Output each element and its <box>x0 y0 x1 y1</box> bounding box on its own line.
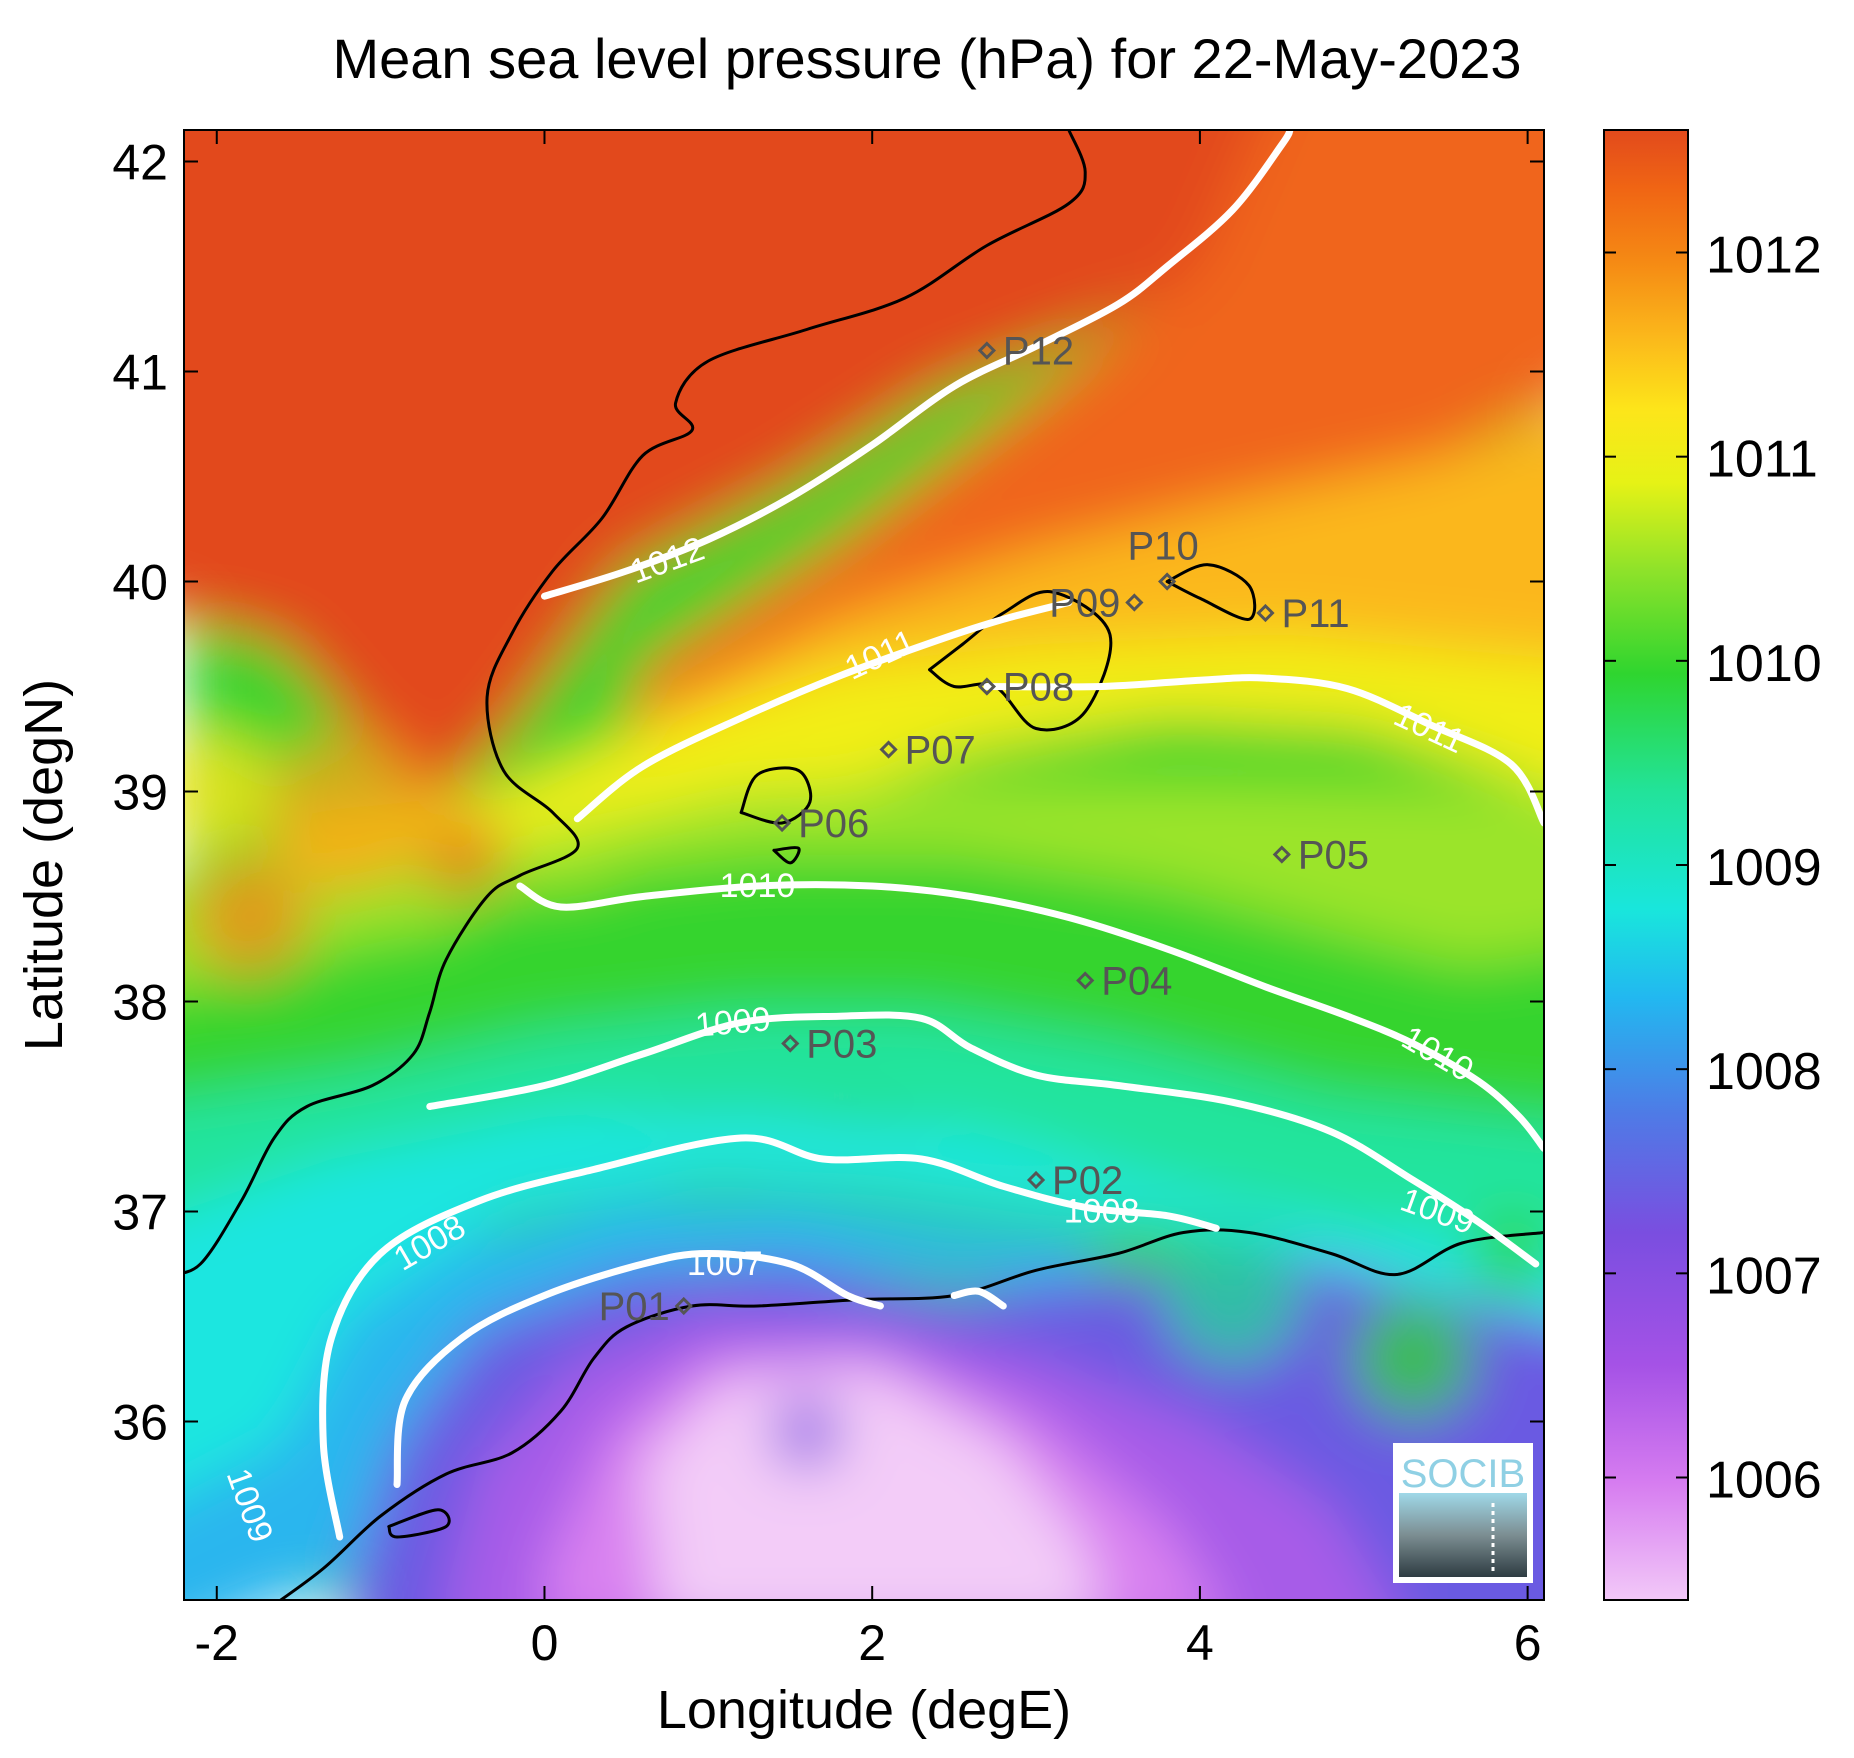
station-marker <box>879 740 898 759</box>
pressure-blotch <box>184 731 277 852</box>
coast-alboran <box>387 1508 451 1539</box>
station-marker <box>1125 593 1144 612</box>
pressure-blotch <box>1162 1225 1303 1366</box>
contour-1007 <box>950 1287 1007 1310</box>
axes: -2 0 2 4 6 36 37 38 39 40 41 42 Longitude (degE) Lati… <box>14 130 1544 1740</box>
station-marker <box>1272 845 1291 864</box>
x-tick-label: 2 <box>858 1615 886 1671</box>
contour-1012 <box>541 130 1294 600</box>
colorbar-gradient <box>1603 129 1689 1601</box>
y-tick-label: 39 <box>112 765 168 821</box>
pressure-band <box>184 781 1544 1044</box>
x-tick-label: 6 <box>1514 1615 1542 1671</box>
x-tick-label: -2 <box>195 1615 239 1671</box>
colorbar-tick-label: 1011 <box>1706 431 1818 489</box>
station-label: P12 <box>1003 330 1074 374</box>
station-label: P07 <box>905 729 976 773</box>
contour-label: 1010 <box>720 867 796 905</box>
colorbar-tick-label: 1012 <box>1706 227 1822 285</box>
station-marker <box>977 677 997 696</box>
station-marker <box>977 341 997 360</box>
coast-north-africa <box>278 1228 1544 1600</box>
pressure-blotch <box>422 814 503 895</box>
station-marker <box>1026 1170 1046 1190</box>
station-marker <box>1256 603 1275 623</box>
contour-label: 1007 <box>687 1245 763 1283</box>
contour-1011 <box>983 674 1544 827</box>
contour-1011 <box>573 599 1073 823</box>
contour-1010 <box>516 881 1544 1152</box>
station-marker <box>781 1034 800 1053</box>
station-label: P09 <box>1049 582 1120 626</box>
y-tick-label: 40 <box>112 555 168 611</box>
station-label: P04 <box>1101 960 1172 1004</box>
station-label: P11 <box>1281 592 1349 636</box>
station-marker <box>1076 971 1095 990</box>
y-tick-label: 38 <box>112 975 168 1031</box>
pressure-band <box>184 875 1544 1137</box>
y-tick-label: 36 <box>112 1395 168 1451</box>
colorbar-tick-label: 1010 <box>1706 635 1822 693</box>
station-marker <box>772 813 792 833</box>
station-label: P10 <box>1128 525 1199 569</box>
station-label: P03 <box>806 1023 877 1067</box>
coast-ibiza <box>739 766 813 825</box>
x-tick-label: 4 <box>1186 1615 1214 1671</box>
contour-label: 1009 <box>694 1000 773 1044</box>
pressure-blotch <box>267 732 428 893</box>
colorbar: 1006 1007 1008 1009 1010 1011 1012 <box>1603 129 1822 1601</box>
pressure-blotch <box>771 1397 842 1467</box>
logo-sea <box>1399 1493 1527 1577</box>
pressure-blotch <box>1352 1298 1473 1419</box>
station-label: P05 <box>1298 834 1369 878</box>
pressure-band <box>184 1201 1118 1600</box>
colorbar-tick-label: 1008 <box>1706 1043 1822 1101</box>
y-tick-label: 41 <box>112 345 168 401</box>
coast-formentera <box>772 846 801 865</box>
chart-title: Mean sea level pressure (hPa) for 22-May… <box>332 27 1522 90</box>
pressure-band <box>642 1369 1096 1600</box>
plot-frame <box>183 129 1545 1601</box>
contour-label: 1008 <box>1064 1193 1140 1231</box>
colorbar-tick-label: 1009 <box>1706 839 1822 897</box>
coast-iberia <box>184 130 1087 1275</box>
socib-logo: SOCIB <box>1393 1443 1533 1583</box>
colorbar-tick-label: 1006 <box>1706 1452 1822 1510</box>
pressure-band <box>184 1106 1544 1493</box>
pressure-band <box>184 1012 1544 1267</box>
pressure-field <box>184 130 1544 1600</box>
y-axis-label: Latitude (degN) <box>14 679 74 1051</box>
y-tick-label: 37 <box>112 1185 168 1241</box>
station-marker <box>1158 572 1177 591</box>
x-axis-label: Longitude (degE) <box>657 1680 1071 1740</box>
contour-1009 <box>426 1011 1540 1268</box>
station-label: P06 <box>798 802 869 846</box>
contour-1007 <box>393 1249 884 1488</box>
colorbar-tick-label: 1007 <box>1706 1247 1822 1305</box>
contour-1008 <box>319 1134 1220 1541</box>
y-tick-label: 42 <box>112 135 168 191</box>
x-tick-label: 0 <box>531 1615 559 1671</box>
station-label: P01 <box>599 1285 670 1329</box>
pressure-blotch <box>189 857 310 978</box>
station-label: P08 <box>1003 666 1074 710</box>
coastlines <box>184 130 1544 1600</box>
station-label: P02 <box>1052 1159 1123 1203</box>
pressure-band <box>184 130 1356 813</box>
station-marker <box>674 1296 693 1316</box>
logo-text: SOCIB <box>1401 1452 1525 1496</box>
coast-menorca <box>1165 563 1257 621</box>
